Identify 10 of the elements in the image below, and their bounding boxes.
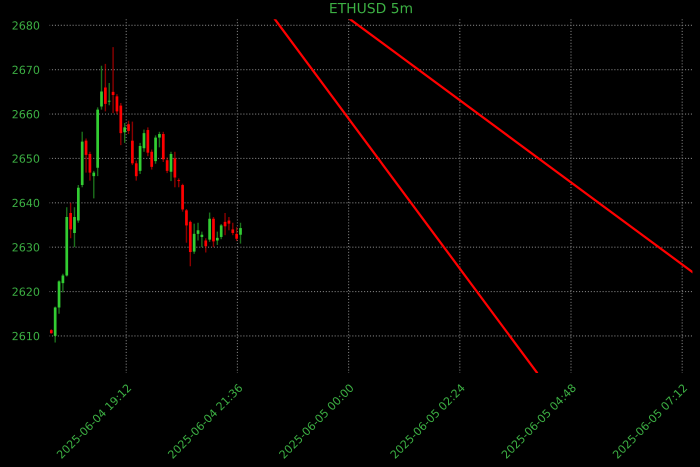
y-tick-label: 2640 [12,198,40,208]
chart-title: ETHUSD 5m [330,2,412,14]
y-tick-label: 2660 [12,110,40,118]
y-tick-label: 2620 [12,288,40,296]
y-tick-label: 2630 [12,243,40,252]
candlestick [177,178,180,188]
y-tick-label: 2610 [12,332,40,340]
y-tick-label: 2650 [12,154,40,163]
y-tick-label: 2670 [12,66,40,74]
y-tick-label: 2680 [12,21,40,30]
